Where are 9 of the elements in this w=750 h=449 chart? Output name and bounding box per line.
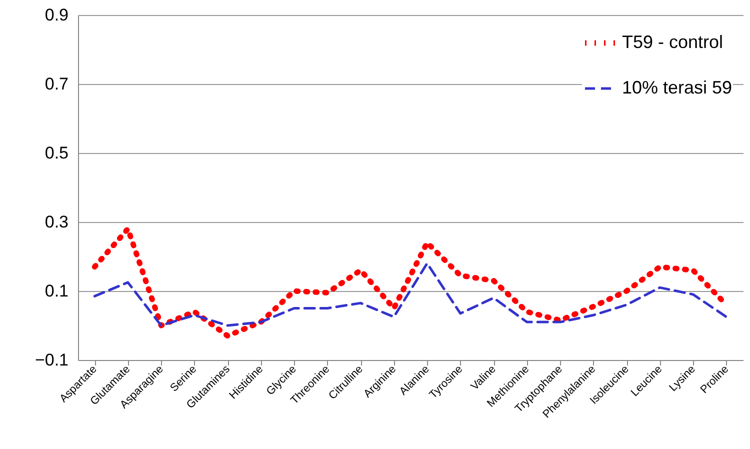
y-tick-label: 0.5 [44, 144, 68, 162]
line-series [93, 262, 728, 327]
y-tick-label: 0.9 [44, 6, 68, 24]
y-tick-label: 0.3 [44, 212, 68, 232]
y-tick-label: −0.1 [34, 350, 68, 370]
legend-label: 10% terasi 59 [622, 78, 732, 98]
legend-label: T59 - control [622, 32, 724, 52]
y-tick-label: 0.1 [44, 282, 68, 300]
y-tick-label: 0.7 [44, 74, 68, 94]
